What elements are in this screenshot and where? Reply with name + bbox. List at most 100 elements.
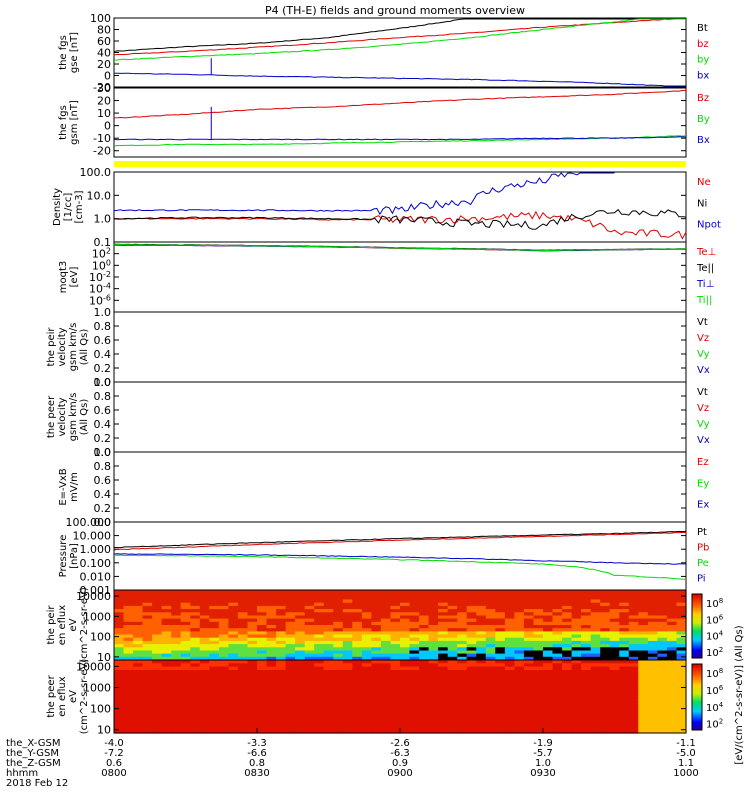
spectrogram-cell: [581, 706, 592, 711]
spectrogram-cell: [523, 599, 534, 604]
spectrogram-cell: [533, 605, 544, 610]
spectrogram-cell: [257, 637, 268, 642]
spectrogram-cell: [352, 686, 363, 691]
spectrogram-cell: [218, 726, 229, 731]
spectrogram-cell: [543, 729, 554, 734]
spectrogram-cell: [581, 640, 592, 645]
spectrogram-cell: [209, 637, 220, 642]
spectrogram-cell: [514, 656, 525, 661]
spectrogram-cell: [371, 634, 382, 639]
spectrogram-cell: [257, 679, 268, 684]
spectrogram-cell: [476, 729, 487, 734]
spectrogram-cell: [657, 683, 668, 688]
spectrogram-cell: [199, 660, 210, 664]
spectrogram-cell: [400, 663, 411, 668]
spectrogram-cell: [142, 670, 153, 674]
spectrogram-cell: [199, 696, 210, 701]
spectrogram-cell: [514, 696, 525, 701]
spectrogram-cell: [495, 593, 506, 597]
spectrogram-cell: [666, 653, 677, 658]
spectrogram-cell: [638, 593, 649, 597]
spectrogram-cell: [304, 593, 315, 597]
colorbar-tick-label: 102: [706, 718, 723, 731]
spectrogram-cell: [552, 709, 563, 714]
orbit-row-label: the_X-GSM: [6, 738, 60, 749]
spectrogram-cell: [171, 729, 182, 734]
spectrogram-cell: [466, 706, 477, 711]
spectrogram-cell: [333, 628, 344, 632]
y-tick-label: 0.0: [94, 376, 112, 389]
spectrogram-cell: [304, 719, 315, 724]
spectrogram-cell: [533, 703, 544, 707]
spectrogram-cell: [123, 634, 134, 639]
spectrogram-cell: [619, 637, 630, 642]
spectrogram-cell: [171, 686, 182, 691]
orbit-row-value: -2.6: [390, 738, 410, 749]
spectrogram-cell: [361, 593, 372, 597]
spectrogram-cell: [333, 716, 344, 721]
spectrogram-cell: [619, 640, 630, 645]
spectrogram-cell: [419, 644, 430, 648]
spectrogram-cell: [552, 647, 563, 652]
spectrogram-cell: [237, 670, 248, 674]
y-axis-label-line: velocity: [57, 397, 68, 436]
spectrogram-cell: [199, 666, 210, 671]
spectrogram-cell: [228, 631, 239, 636]
spectrogram-cell: [142, 596, 153, 601]
spectrogram-cell: [314, 713, 325, 717]
spectrogram-cell: [533, 673, 544, 678]
spectrogram-cell: [571, 602, 582, 607]
spectrogram-cell: [581, 679, 592, 684]
spectrogram-cell: [495, 656, 506, 661]
spectrogram-cell: [666, 663, 677, 668]
spectrogram-cell: [476, 596, 487, 601]
spectrogram-cell: [218, 670, 229, 674]
spectrogram-cell: [276, 703, 287, 707]
spectrogram-cell: [323, 647, 334, 652]
spectrogram-cell: [295, 650, 306, 655]
y-axis-label-line: (cm^2-s-sr-eV): [79, 659, 90, 735]
spectrogram-cell: [619, 596, 630, 601]
spectrogram-cell: [400, 593, 411, 597]
spectrogram-cell: [352, 699, 363, 704]
spectrogram-cell: [447, 656, 458, 661]
spectrogram-cell: [638, 628, 649, 632]
spectrogram-cell: [266, 663, 277, 668]
spectrogram-cell: [257, 713, 268, 717]
spectrogram-cell: [142, 693, 153, 698]
spectrogram-cell: [657, 615, 668, 620]
spectrogram-cell: [533, 723, 544, 727]
spectrogram-cell: [504, 709, 515, 714]
spectrogram-cell: [152, 663, 163, 668]
spectrogram-cell: [228, 628, 239, 632]
spectrogram-cell: [657, 634, 668, 639]
spectrogram-cell: [228, 656, 239, 661]
spectrogram-cell: [276, 660, 287, 664]
spectrogram-cell: [218, 723, 229, 727]
spectrogram-cell: [295, 683, 306, 688]
spectrogram-cell: [619, 663, 630, 668]
spectrogram-cell: [466, 686, 477, 691]
spectrogram-cell: [323, 612, 334, 617]
spectrogram-cell: [543, 637, 554, 642]
spectrogram-cell: [438, 723, 449, 727]
spectrogram-cell: [371, 609, 382, 613]
spectrogram-cell: [657, 679, 668, 684]
spectrogram-cell: [628, 621, 639, 626]
spectrogram-cell: [390, 706, 401, 711]
spectrogram-cell: [543, 621, 554, 626]
spectrogram-cell: [581, 713, 592, 717]
spectrogram-cell: [123, 696, 134, 701]
series-line-Ne: [113, 210, 687, 240]
legend-label: Vy: [697, 349, 710, 360]
spectrogram-cell: [571, 726, 582, 731]
spectrogram-cell: [257, 605, 268, 610]
spectrogram-cell: [171, 670, 182, 674]
spectrogram-cell: [552, 726, 563, 731]
spectrogram-cell: [228, 713, 239, 717]
spectrogram-cell: [380, 683, 391, 688]
spectrogram-cell: [199, 615, 210, 620]
spectrogram-cell: [457, 729, 468, 734]
spectrogram-cell: [590, 716, 601, 721]
spectrogram-cell: [228, 618, 239, 623]
